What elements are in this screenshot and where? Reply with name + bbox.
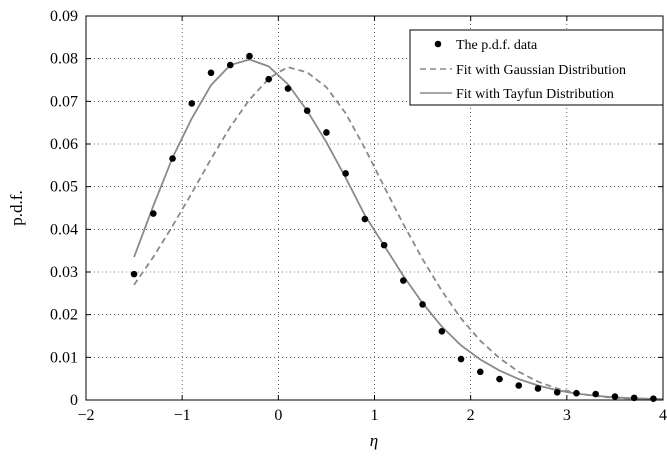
x-tick-labels: −2 −1 0 1 2 3 4 bbox=[77, 407, 667, 424]
pdf-data-point bbox=[303, 107, 311, 115]
x-tick-label: 1 bbox=[371, 407, 379, 424]
pdf-data-point bbox=[496, 375, 503, 383]
x-tick-label: 2 bbox=[467, 407, 475, 424]
y-axis-label: p.d.f. bbox=[7, 190, 26, 225]
y-tick-label: 0 bbox=[70, 392, 78, 409]
pdf-data-point bbox=[361, 215, 369, 223]
pdf-data-point bbox=[207, 69, 215, 77]
y-tick-label: 0.04 bbox=[50, 221, 78, 238]
x-tick-label: 0 bbox=[274, 407, 282, 424]
pdf-data-point bbox=[650, 395, 657, 403]
x-tick-label: −2 bbox=[77, 407, 94, 424]
y-tick-labels: 0 0.01 0.02 0.03 0.04 0.05 0.06 0.07 0.08 0.09 bbox=[50, 8, 78, 409]
pdf-data-point bbox=[457, 355, 465, 363]
pdf-data-point bbox=[611, 393, 619, 400]
y-tick-label: 0.06 bbox=[50, 136, 78, 153]
pdf-data-point bbox=[323, 129, 330, 136]
pdf-data-point bbox=[438, 328, 446, 335]
pdf-data-point bbox=[246, 52, 253, 60]
tayfun-fit-line bbox=[133, 58, 664, 401]
y-tick-label: 0.03 bbox=[50, 264, 78, 281]
pdf-data-point bbox=[226, 61, 234, 69]
pdf-data-point bbox=[265, 75, 273, 83]
pdf-data-point bbox=[476, 368, 484, 376]
pdf-data-point bbox=[150, 210, 157, 217]
pdf-data-point bbox=[130, 270, 138, 278]
x-tick-label: −1 bbox=[174, 407, 191, 424]
x-tick-label: 3 bbox=[563, 407, 571, 424]
pdf-data-point bbox=[188, 100, 196, 107]
x-tick-label: 4 bbox=[659, 407, 667, 424]
pdf-data-point bbox=[515, 382, 523, 389]
x-axis-label: η bbox=[370, 431, 378, 450]
y-tick-label: 0.01 bbox=[50, 349, 78, 366]
legend-label-tayfun: Fit with Tayfun Distribution bbox=[456, 87, 614, 102]
legend: The p.d.f. data Fit with Gaussian Distri… bbox=[409, 29, 664, 106]
pdf-data-point bbox=[380, 241, 388, 249]
y-tick-label: 0.05 bbox=[50, 179, 78, 196]
pdf-data-point bbox=[342, 170, 349, 177]
pdf-data-point bbox=[169, 155, 176, 162]
pdf-data-point bbox=[419, 301, 426, 308]
y-tick-label: 0.08 bbox=[50, 51, 78, 68]
y-tick-label: 0.02 bbox=[50, 307, 78, 324]
pdf-data-point bbox=[592, 390, 599, 398]
y-tick-label: 0.07 bbox=[50, 93, 78, 110]
pdf-data-point bbox=[284, 85, 292, 92]
pdf-data-point bbox=[534, 385, 542, 392]
pdf-data-point bbox=[573, 389, 580, 397]
legend-marker-pdf-data bbox=[434, 40, 442, 48]
series-layer bbox=[130, 52, 664, 403]
pdf-data-point bbox=[400, 277, 407, 284]
legend-box bbox=[409, 29, 664, 106]
legend-label-pdf-data: The p.d.f. data bbox=[456, 38, 538, 53]
y-tick-label: 0.09 bbox=[50, 8, 78, 25]
pdf-data-point bbox=[553, 389, 561, 396]
gaussian-fit-line bbox=[133, 66, 664, 401]
grid-lines bbox=[86, 16, 663, 400]
legend-label-gaussian: Fit with Gaussian Distribution bbox=[456, 63, 626, 78]
